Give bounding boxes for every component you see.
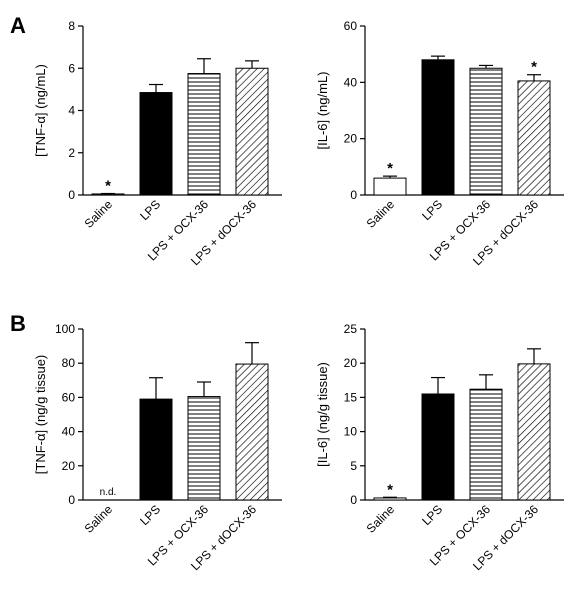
y-tick-label: 60 [344, 19, 358, 33]
category-label: LPS [419, 197, 445, 223]
bar-lps-ocx-36 [187, 396, 221, 501]
category-label: Saline [82, 502, 116, 536]
category-label: Saline [364, 197, 398, 231]
category-label: LPS [137, 502, 163, 528]
bar-lps-docx-36 [235, 363, 269, 501]
y-tick-label: 6 [68, 61, 75, 75]
bar-lps [421, 393, 455, 501]
category-label: LPS [137, 197, 163, 223]
category-label: Saline [82, 197, 116, 231]
bar-lps-ocx-36 [187, 73, 221, 196]
not-detected-label: n.d. [100, 487, 117, 498]
y-tick-label: 0 [350, 493, 357, 507]
y-tick-label: 8 [68, 19, 75, 33]
bar-lps-docx-36 [517, 80, 551, 196]
bar-lps [139, 398, 173, 501]
panel-letter-b: B [10, 311, 26, 336]
y-tick-label: 4 [68, 104, 75, 118]
bar-lps-docx-36 [517, 363, 551, 501]
y-axis-title: [TNF-α] (ng/mL) [33, 64, 48, 157]
significance-marker: * [387, 481, 393, 498]
y-tick-label: 2 [68, 146, 75, 160]
significance-marker: * [387, 160, 393, 177]
bar-saline [373, 177, 407, 196]
chart-b-il6: 0 5 10 15 20 25 [IL-6] (ng/g tissue) * Saline LPS… [315, 322, 564, 573]
bar-lps-ocx-36 [469, 67, 503, 196]
significance-marker: * [531, 59, 537, 76]
bar-lps-ocx-36 [469, 388, 503, 501]
bar-lps [139, 92, 173, 196]
bar-lps-docx-36 [235, 67, 269, 196]
bar-lps [421, 59, 455, 196]
y-tick-label: 0 [350, 188, 357, 202]
y-tick-label: 5 [350, 459, 357, 473]
category-label: LPS [419, 502, 445, 528]
y-tick-label: 60 [62, 390, 76, 404]
y-tick-label: 15 [344, 390, 358, 404]
panel-letter-a: A [10, 13, 26, 38]
y-tick-label: 40 [344, 75, 358, 89]
y-tick-label: 80 [62, 356, 76, 370]
y-tick-label: 40 [62, 425, 76, 439]
y-tick-label: 20 [344, 356, 358, 370]
y-tick-label: 20 [344, 132, 358, 146]
category-label: Saline [364, 502, 398, 536]
chart-b-tnf: 0 20 40 60 80 100 [TNF-α] (ng/g tissue) n.d. Sal… [33, 322, 282, 573]
y-tick-label: 0 [68, 493, 75, 507]
y-tick-label: 20 [62, 459, 76, 473]
y-tick-label: 10 [344, 425, 358, 439]
y-axis-title: [IL-6] (ng/mL) [315, 71, 330, 149]
y-tick-label: 25 [344, 322, 358, 336]
y-axis-title: [IL-6] (ng/g tissue) [315, 362, 330, 467]
significance-marker: * [105, 178, 111, 195]
y-tick-label: 0 [68, 188, 75, 202]
y-tick-label: 100 [55, 322, 75, 336]
y-axis-title: [TNF-α] (ng/g tissue) [33, 355, 48, 474]
